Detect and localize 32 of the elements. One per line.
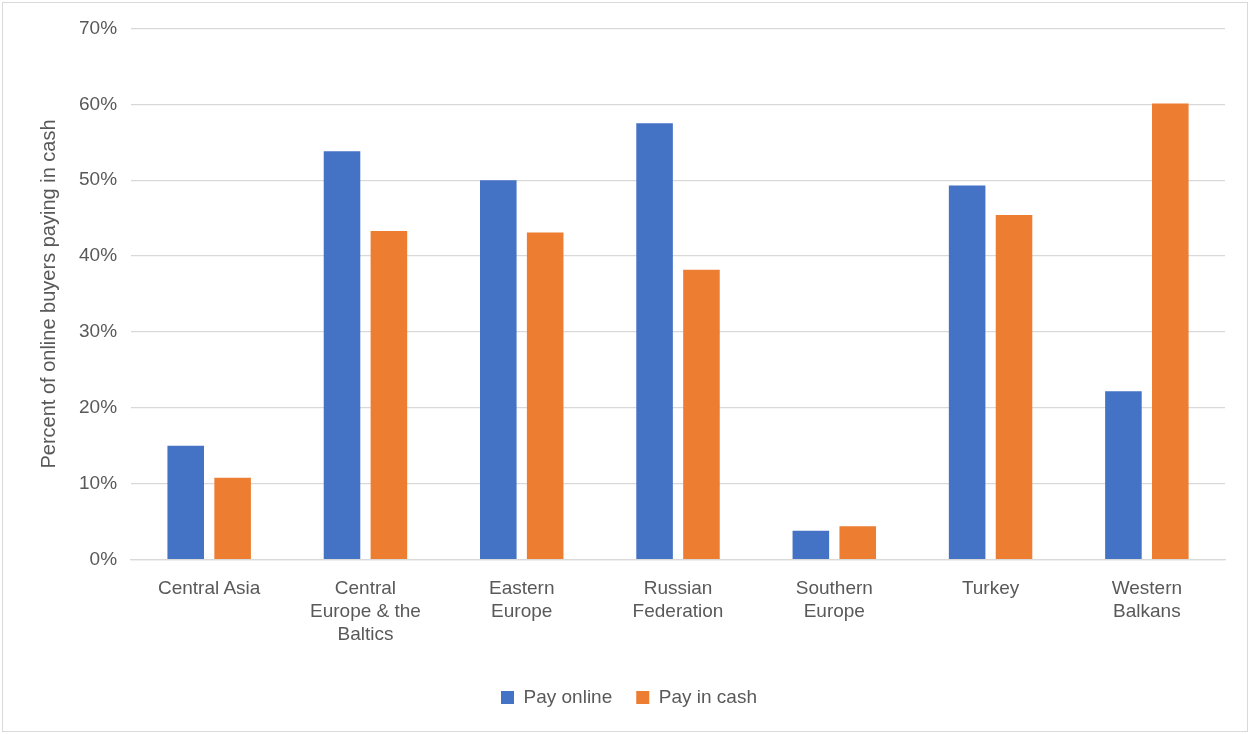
y-tick-label: 0% xyxy=(89,547,118,569)
y-tick-label: 50% xyxy=(79,168,118,190)
x-tick-label: Southern Europe xyxy=(795,577,873,622)
bar xyxy=(167,445,205,559)
bar xyxy=(683,269,720,559)
bar xyxy=(370,231,408,559)
x-tick-label: Eastern Europe xyxy=(488,577,555,622)
y-axis-title: Percent of online buyers paying in cash xyxy=(36,119,59,469)
bar xyxy=(526,232,564,559)
x-tick-label: Central Asia xyxy=(157,577,261,599)
bar xyxy=(480,180,517,559)
y-tick-label: 10% xyxy=(79,471,118,493)
legend-label: Pay in cash xyxy=(658,685,757,707)
y-tick-label: 20% xyxy=(79,396,118,418)
bar xyxy=(792,530,830,559)
bar xyxy=(1152,103,1189,559)
y-tick-label: 40% xyxy=(79,244,118,266)
y-tick-label: 60% xyxy=(79,92,118,114)
bar xyxy=(995,215,1033,559)
y-tick-label: 70% xyxy=(79,16,118,38)
bar xyxy=(323,151,361,559)
bar xyxy=(948,185,986,559)
legend-label: Pay online xyxy=(523,685,613,707)
y-tick-label: 30% xyxy=(79,320,118,342)
x-tick-label: Turkey xyxy=(961,577,1020,599)
bar xyxy=(1105,391,1142,559)
bar xyxy=(636,123,673,559)
bar xyxy=(839,526,877,559)
x-tick-label: Russian Federation xyxy=(632,577,724,622)
x-tick-label: Western Balkans xyxy=(1111,577,1183,622)
x-tick-label: Central Europe & the Baltics xyxy=(309,577,421,644)
bar xyxy=(214,477,251,559)
